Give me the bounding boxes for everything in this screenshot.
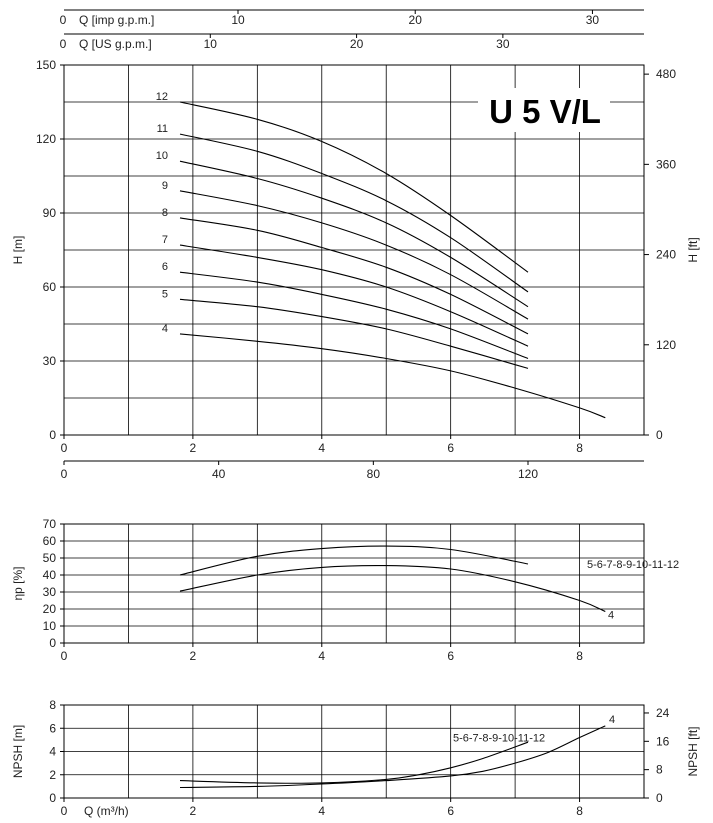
head-y2tick-label-1: 120 xyxy=(656,338,676,352)
npsh-y2tick-label-0: 0 xyxy=(656,791,663,805)
head-series-label-5: 5 xyxy=(162,288,168,300)
head-series-11 xyxy=(179,133,529,293)
npsh-xtick-label-2: 4 xyxy=(318,804,325,818)
npsh-series-5-6-7-8-9-10-11-12 xyxy=(179,741,529,784)
head-series-8 xyxy=(179,217,529,335)
npsh-xlabel: Q (m³/h) xyxy=(84,804,129,818)
top-axis-tick-label-0-1: 20 xyxy=(409,13,423,27)
eff-series-4 xyxy=(179,565,606,613)
eff-xtick-label-1: 2 xyxy=(190,649,197,663)
top-axis-label-0: Q [imp g.p.m.] xyxy=(79,13,154,27)
npsh-y2tick-label-1: 8 xyxy=(656,763,663,777)
npsh-y2tick-label-2: 16 xyxy=(656,734,670,748)
top-flow-axes: 0 Q [imp g.p.m.] 10 20 30 0 Q [US g.p.m.] 10 20 3… xyxy=(60,9,644,51)
head-series-label-9: 9 xyxy=(162,180,168,192)
head-y2tick-label-0: 0 xyxy=(656,428,663,442)
top-axis-tick-label-0-0: 10 xyxy=(231,13,245,27)
head-ytick-label-1: 30 xyxy=(43,354,57,368)
top-axis-label-1: Q [US g.p.m.] xyxy=(79,37,152,51)
head-ytick-label-3: 90 xyxy=(43,206,57,220)
head-series-5 xyxy=(179,298,529,369)
eff-ylabel: ηp [%] xyxy=(11,566,25,600)
head-series-12 xyxy=(179,101,529,273)
eff-series-label-5-12: 5-6-7-8-9-10-11-12 xyxy=(587,559,679,571)
top-axis-tick-label-1-2: 30 xyxy=(496,37,510,51)
eff-ytick-label-4: 40 xyxy=(43,568,57,582)
npsh-xtick-label-0: 0 xyxy=(61,804,68,818)
npsh-ytick-label-2: 4 xyxy=(49,745,56,759)
head-ytick-label-0: 0 xyxy=(49,428,56,442)
chart-title: U 5 V/L xyxy=(489,93,601,130)
head-series-label-11: 11 xyxy=(157,123,168,135)
eff-ytick-label-2: 20 xyxy=(43,602,57,616)
eff-xtick-label-2: 4 xyxy=(318,649,325,663)
top-axis-tick-label-1-0: 10 xyxy=(204,37,218,51)
head-y2tick-label-3: 360 xyxy=(656,157,676,171)
head-ytick-label-4: 120 xyxy=(36,132,56,146)
npsh-xtick-label-3: 6 xyxy=(447,804,454,818)
head-bottom2-tick-label-0: 0 xyxy=(61,467,68,481)
top-axis-zero-1: 0 xyxy=(60,37,67,51)
npsh-xtick-label-4: 8 xyxy=(576,804,583,818)
head-series-label-10: 10 xyxy=(156,150,168,162)
head-frame xyxy=(63,64,645,436)
eff-ytick-label-5: 50 xyxy=(43,551,57,565)
npsh-ylabel: NPSH [m] xyxy=(11,725,25,778)
npsh-ytick-label-4: 8 xyxy=(49,698,56,712)
head-xtick-label-1: 2 xyxy=(190,441,197,455)
head-series-10 xyxy=(179,160,529,308)
npsh-series-label-4: 4 xyxy=(609,714,615,726)
head-series-4 xyxy=(179,333,606,419)
npsh-series-4 xyxy=(179,725,606,789)
top-axis-tick-label-0-2: 30 xyxy=(586,13,600,27)
head-series-label-7: 7 xyxy=(162,234,168,246)
efficiency-curve-panel: 0 10 20 30 40 50 60 70 0 2 4 6 8 ηp [%] 5-6-7-8-9-10-1… xyxy=(11,517,679,663)
npsh-series-label-5-12: 5-6-7-8-9-10-11-12 xyxy=(453,733,545,745)
eff-series-5-6-7-8-9-10-11-12 xyxy=(179,545,529,576)
eff-frame xyxy=(63,523,645,644)
head-bottom2-tick-label-3: 120 xyxy=(518,467,538,481)
head-xtick-label-4: 8 xyxy=(576,441,583,455)
head-ytick-label-5: 150 xyxy=(36,58,56,72)
head-series-7 xyxy=(179,244,529,347)
head-ytick-label-2: 60 xyxy=(43,280,57,294)
head-y2label: H [ft] xyxy=(686,237,700,262)
head-series-6 xyxy=(179,271,529,360)
eff-ytick-label-1: 10 xyxy=(43,619,57,633)
head-y2tick-label-4: 480 xyxy=(656,67,676,81)
eff-ytick-label-3: 30 xyxy=(43,585,57,599)
head-xtick-label-2: 4 xyxy=(318,441,325,455)
eff-ytick-label-6: 60 xyxy=(43,534,57,548)
eff-xtick-label-4: 8 xyxy=(576,649,583,663)
head-series-label-6: 6 xyxy=(162,261,168,273)
top-axis-zero-0: 0 xyxy=(60,13,67,27)
head-ylabel: H [m] xyxy=(11,236,25,265)
npsh-y2label: NPSH [ft] xyxy=(686,726,700,776)
head-series-label-4: 4 xyxy=(162,323,168,335)
top-axis-tick-label-1-1: 20 xyxy=(350,37,364,51)
head-series-9 xyxy=(179,190,529,320)
eff-ytick-label-7: 70 xyxy=(43,517,57,531)
head-xtick-label-3: 6 xyxy=(447,441,454,455)
eff-series-label-4: 4 xyxy=(608,609,614,621)
head-bottom2-tick-label-2: 80 xyxy=(367,467,381,481)
eff-ytick-label-0: 0 xyxy=(49,636,56,650)
npsh-ytick-label-0: 0 xyxy=(49,791,56,805)
head-bottom2-tick-label-1: 40 xyxy=(212,467,226,481)
head-y2tick-label-2: 240 xyxy=(656,248,676,262)
eff-xtick-label-3: 6 xyxy=(447,649,454,663)
npsh-ytick-label-1: 2 xyxy=(49,768,56,782)
npsh-y2tick-label-3: 24 xyxy=(656,706,670,720)
eff-xtick-label-0: 0 xyxy=(61,649,68,663)
head-xtick-label-0: 0 xyxy=(61,441,68,455)
npsh-ytick-label-3: 6 xyxy=(49,721,56,735)
npsh-xtick-label-1: 2 xyxy=(190,804,197,818)
head-series-label-12: 12 xyxy=(156,91,168,103)
title-box xyxy=(478,88,610,132)
head-series-label-8: 8 xyxy=(162,207,168,219)
